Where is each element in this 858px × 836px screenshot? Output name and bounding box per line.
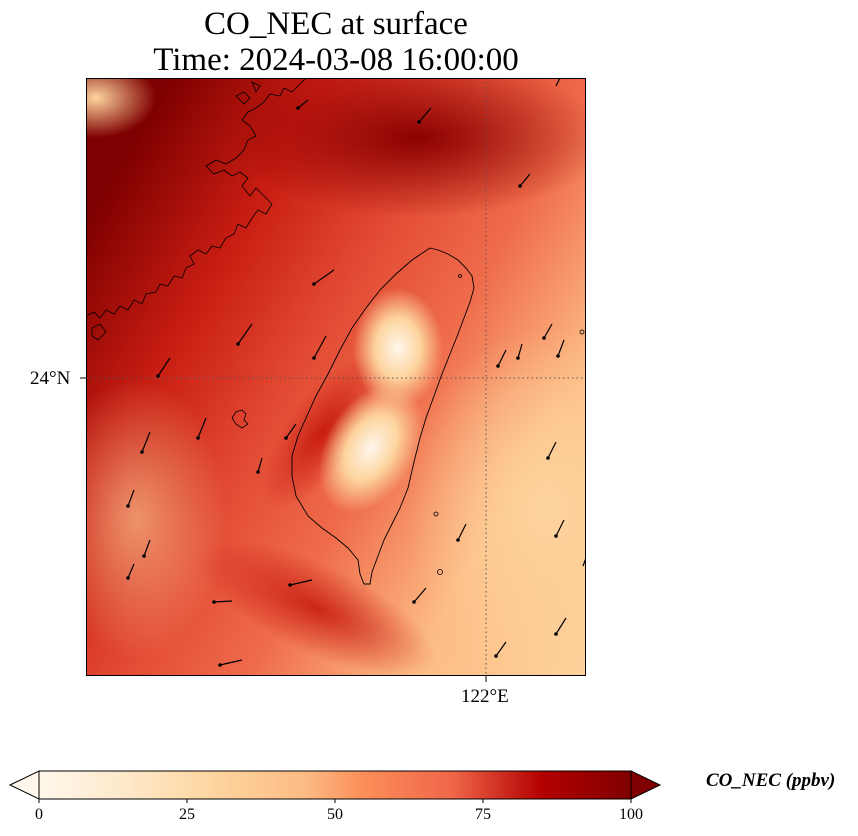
low-concentration-area: [318, 383, 424, 513]
island-outline: [458, 274, 462, 278]
map-frame: [86, 78, 586, 676]
map-canvas: [86, 78, 586, 676]
colorbar: [8, 770, 662, 803]
low-concentration-area: [86, 78, 156, 138]
colorbar-tick-label: 25: [179, 806, 195, 823]
island-outline: [433, 511, 439, 517]
colorbar-tick-label: 100: [619, 806, 643, 823]
high-concentration-area: [261, 356, 381, 510]
colorbar-gradient: [38, 770, 632, 800]
colorbar-max-extend: [630, 770, 662, 800]
map-title: CO_NEC at surface: [204, 6, 468, 42]
high-concentration-area: [226, 78, 586, 218]
taiwan-coastline: [291, 247, 475, 585]
colorbar-min-extend: [8, 770, 40, 800]
island-outline: [579, 329, 585, 335]
mainland-inlet: [91, 323, 107, 341]
low-concentration-area: [86, 378, 226, 658]
latitude-label: 24°N: [30, 368, 71, 389]
colorbar-tick-label: 75: [475, 806, 491, 823]
longitude-label: 122°E: [461, 686, 509, 707]
mainland-coastline: [86, 78, 307, 319]
high-concentration-area: [196, 539, 436, 676]
wind-vectors: [127, 78, 586, 666]
mainland-inlet: [235, 81, 261, 105]
concentration-map: [86, 78, 586, 676]
wind-vector-heads: [126, 106, 560, 667]
colorbar-title: CO_NEC (ppbv): [706, 770, 836, 791]
colorbar-tick-label: 0: [35, 806, 43, 823]
colorbar-tick-label: 50: [327, 806, 343, 823]
penghu-coastline: [231, 409, 249, 429]
low-concentration-area: [406, 328, 586, 676]
island-outline: [437, 569, 443, 575]
map-time-subtitle: Time: 2024-03-08 16:00:00: [153, 42, 519, 78]
